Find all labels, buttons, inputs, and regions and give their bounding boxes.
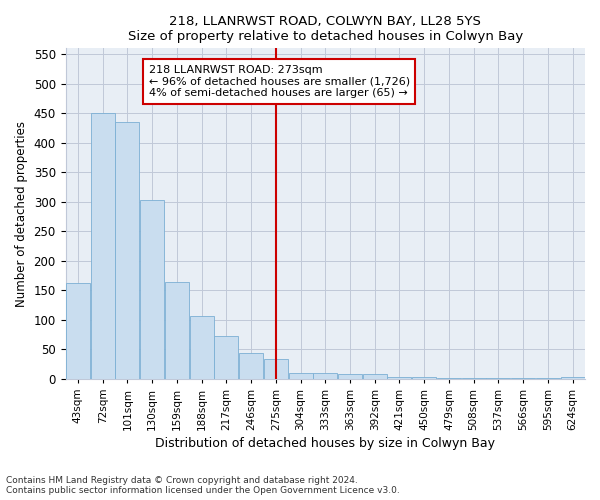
Bar <box>214 336 238 379</box>
Title: 218, LLANRWST ROAD, COLWYN BAY, LL28 5YS
Size of property relative to detached h: 218, LLANRWST ROAD, COLWYN BAY, LL28 5YS… <box>128 15 523 43</box>
Bar <box>313 373 337 379</box>
Text: 218 LLANRWST ROAD: 273sqm
← 96% of detached houses are smaller (1,726)
4% of sem: 218 LLANRWST ROAD: 273sqm ← 96% of detac… <box>149 65 410 98</box>
Bar <box>388 377 412 379</box>
Bar <box>338 374 362 379</box>
Bar <box>461 378 485 379</box>
Bar <box>91 114 115 379</box>
Bar <box>140 200 164 379</box>
Bar <box>115 122 139 379</box>
Bar <box>487 378 511 379</box>
Y-axis label: Number of detached properties: Number of detached properties <box>15 120 28 306</box>
Bar <box>190 316 214 379</box>
Bar <box>363 374 387 379</box>
Bar <box>437 378 461 379</box>
Bar <box>511 378 535 379</box>
Bar <box>289 373 313 379</box>
X-axis label: Distribution of detached houses by size in Colwyn Bay: Distribution of detached houses by size … <box>155 437 495 450</box>
Bar <box>239 353 263 379</box>
Bar <box>560 376 584 379</box>
Bar <box>412 377 436 379</box>
Bar <box>264 360 288 379</box>
Text: Contains HM Land Registry data © Crown copyright and database right 2024.
Contai: Contains HM Land Registry data © Crown c… <box>6 476 400 495</box>
Bar <box>66 282 90 379</box>
Bar <box>165 282 189 379</box>
Bar <box>536 378 560 379</box>
